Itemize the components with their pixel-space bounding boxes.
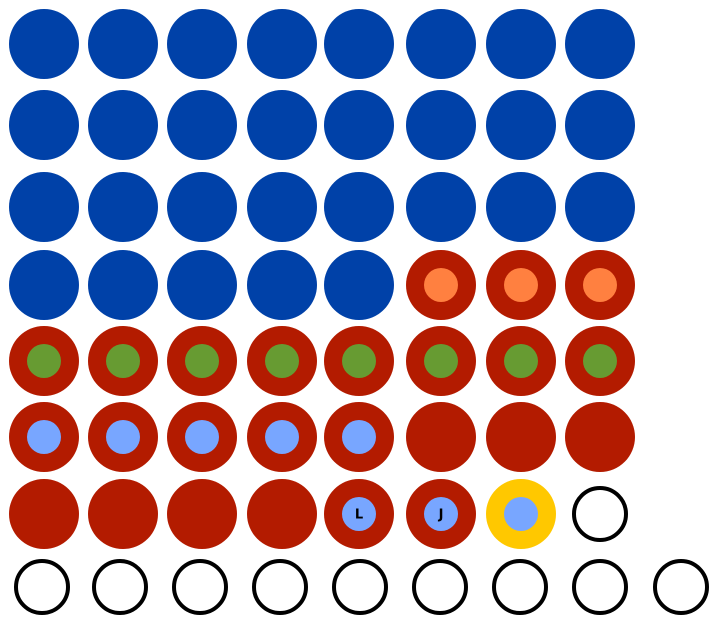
bead[interactable] (406, 9, 476, 79)
bead-center (342, 344, 376, 378)
bead[interactable] (167, 90, 237, 160)
empty-slot[interactable] (653, 559, 709, 615)
bead-center (27, 344, 61, 378)
bead-center (106, 420, 140, 454)
bead-center (424, 344, 458, 378)
bead[interactable] (324, 250, 394, 320)
bead[interactable] (9, 479, 79, 549)
empty-slot[interactable] (412, 559, 468, 615)
bead[interactable] (167, 172, 237, 242)
bead-center (342, 497, 376, 531)
empty-slot[interactable] (172, 559, 228, 615)
bead[interactable] (324, 172, 394, 242)
empty-slot[interactable] (492, 559, 548, 615)
bead[interactable] (247, 90, 317, 160)
bead[interactable] (167, 9, 237, 79)
empty-slot[interactable] (14, 559, 70, 615)
bead[interactable] (406, 172, 476, 242)
bead[interactable] (565, 90, 635, 160)
bead-center (504, 268, 538, 302)
bead[interactable] (247, 9, 317, 79)
bead-center (27, 420, 61, 454)
bead[interactable] (167, 479, 237, 549)
bead[interactable] (324, 90, 394, 160)
bead-center (504, 497, 538, 531)
bead[interactable] (406, 402, 476, 472)
bead[interactable] (486, 9, 556, 79)
bead[interactable] (565, 172, 635, 242)
bead[interactable] (9, 90, 79, 160)
bead[interactable] (88, 9, 158, 79)
bead-center (504, 344, 538, 378)
bead[interactable] (88, 90, 158, 160)
bead[interactable] (247, 479, 317, 549)
empty-slot[interactable] (92, 559, 148, 615)
bead-center (583, 344, 617, 378)
bead[interactable] (88, 172, 158, 242)
bead[interactable] (9, 172, 79, 242)
bead-center (583, 268, 617, 302)
empty-slot[interactable] (572, 486, 628, 542)
bead-label: J (438, 508, 444, 523)
bead[interactable] (88, 479, 158, 549)
bead[interactable] (88, 250, 158, 320)
bead-center (342, 420, 376, 454)
bead-center (424, 268, 458, 302)
bead[interactable] (324, 9, 394, 79)
bead[interactable] (9, 9, 79, 79)
bead-center (106, 344, 140, 378)
bead[interactable] (9, 250, 79, 320)
bead[interactable] (486, 402, 556, 472)
empty-slot[interactable] (332, 559, 388, 615)
bead[interactable] (565, 9, 635, 79)
empty-slot[interactable] (252, 559, 308, 615)
bead-center (185, 344, 219, 378)
bead[interactable] (565, 402, 635, 472)
bead[interactable] (406, 90, 476, 160)
bead-center (185, 420, 219, 454)
bead-center (424, 497, 458, 531)
bead-center (265, 420, 299, 454)
empty-slot[interactable] (572, 559, 628, 615)
bead[interactable] (486, 172, 556, 242)
bead[interactable] (247, 172, 317, 242)
bead[interactable] (167, 250, 237, 320)
bead[interactable] (486, 90, 556, 160)
bead-label: L (355, 508, 363, 523)
bead[interactable] (247, 250, 317, 320)
bead-center (265, 344, 299, 378)
